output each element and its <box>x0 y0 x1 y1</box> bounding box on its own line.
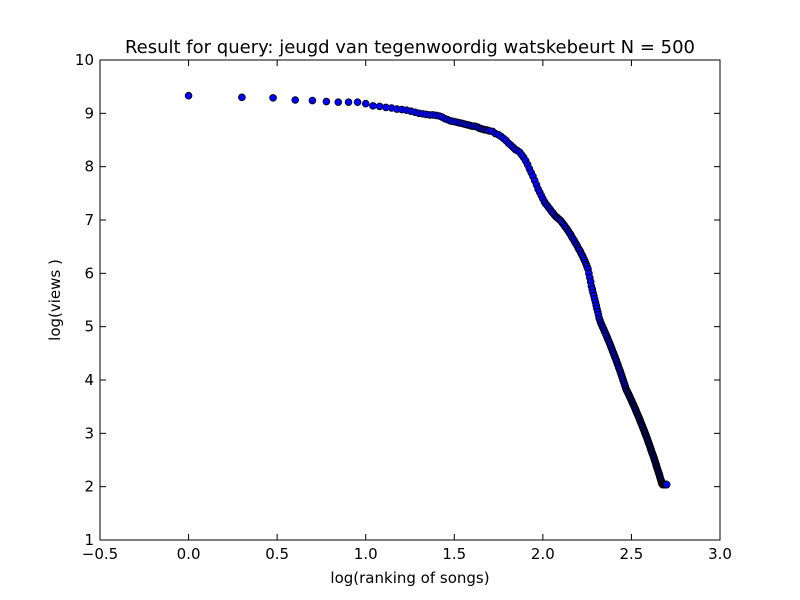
data-point <box>369 102 377 110</box>
y-tick-label: 5 <box>84 318 94 336</box>
x-tick-label: 1.5 <box>442 545 466 563</box>
x-tick-label: 2.0 <box>531 545 555 563</box>
x-tick-label: 3.0 <box>708 545 732 563</box>
chart-title: Result for query: jeugd van tegenwoordig… <box>125 37 695 58</box>
plot-frame <box>99 59 721 541</box>
y-tick-label: 2 <box>84 478 94 496</box>
y-tick-label: 10 <box>75 51 94 69</box>
ticks-layer: −0.5 0.0 0.5 1.0 1.5 2.0 2.5 3.0 1 2 3 4 5 6 7 8 9 10 <box>75 51 732 563</box>
y-axis-label: log(views ) <box>46 259 64 341</box>
data-point <box>662 480 671 489</box>
data-point <box>375 102 384 111</box>
y-tick-label: 6 <box>84 264 94 282</box>
data-point <box>334 98 343 106</box>
data-point <box>238 93 246 102</box>
data-point <box>353 98 362 106</box>
data-point <box>344 98 353 106</box>
y-tick-label: 4 <box>84 371 94 389</box>
data-point <box>308 96 317 105</box>
data-point <box>322 97 331 106</box>
x-tick-label: 2.5 <box>619 545 643 563</box>
y-tick-label: 8 <box>84 158 94 176</box>
data-point <box>269 94 277 102</box>
data-point <box>361 99 370 108</box>
y-tick-label: 9 <box>84 104 94 122</box>
x-tick-label: −0.5 <box>82 545 118 563</box>
data-point <box>184 91 193 100</box>
x-tick-label: 0.5 <box>265 545 289 563</box>
x-axis-label: log(ranking of songs) <box>330 569 489 587</box>
points-layer <box>184 91 671 489</box>
x-tick-label: 0.0 <box>177 545 201 563</box>
y-tick-label: 7 <box>84 211 94 229</box>
y-tick-label: 3 <box>84 424 94 442</box>
x-tick-label: 1.0 <box>354 545 378 563</box>
data-point <box>291 96 300 104</box>
y-tick-label: 1 <box>84 531 94 549</box>
